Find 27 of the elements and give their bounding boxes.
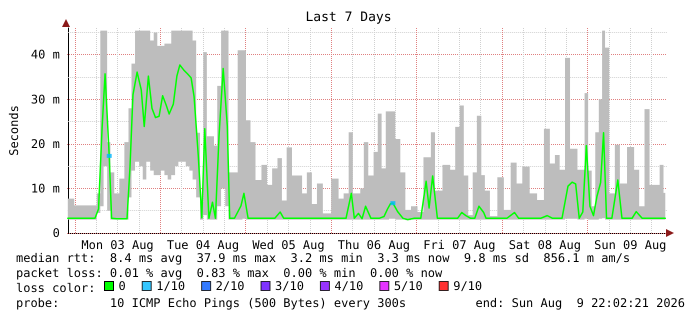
line-series [67, 64, 666, 220]
x-tick-label: Sat 08 Aug [508, 238, 581, 252]
x-tick-label: Thu 06 Aug [338, 238, 410, 252]
legend-label: 9/10 [453, 279, 482, 293]
legend-label: 2/10 [216, 279, 245, 293]
text: packet loss: 0.01 % avg 0.83 % max 0.00 % min 0.00 % now [16, 266, 442, 280]
y-tick-label: 20 m [30, 136, 60, 151]
x-tick-label: Mon 03 Aug [81, 238, 154, 252]
x-tick-label: Wed 05 Aug [252, 238, 325, 252]
text: loss color: [16, 281, 96, 295]
legend-label: 4/10 [334, 279, 364, 293]
legend-label: 0 [118, 279, 126, 293]
y-tick-label: 10 m [30, 181, 60, 196]
x-tick-label: Sun 09 Aug [594, 238, 666, 252]
text: median rtt: 8.4 ms avg 37.9 ms max 3.2 ms min 3.3 ms now 9.8 ms sd 856.1 m am/s [16, 251, 630, 265]
y-tick-label: 30 m [30, 92, 60, 106]
text: end: Sun Aug 9 22:02:21 2026 [475, 296, 685, 310]
legend-label: 3/10 [275, 279, 304, 293]
x-tick-label: Tue 04 Aug [166, 238, 240, 252]
legend-label: 5/10 [394, 279, 423, 293]
y-tick-label: 40 m [30, 48, 60, 62]
legend-label: 1/10 [156, 279, 186, 293]
chart-title: Last 7 Days [305, 10, 392, 25]
x-tick-label: Fri 07 Aug [423, 238, 496, 252]
y-axis-title: Seconds [7, 105, 21, 156]
text: probe: 10 ICMP Echo Pings (500 Bytes) every 300s [16, 296, 406, 310]
y-tick-label: 0 [52, 226, 60, 240]
